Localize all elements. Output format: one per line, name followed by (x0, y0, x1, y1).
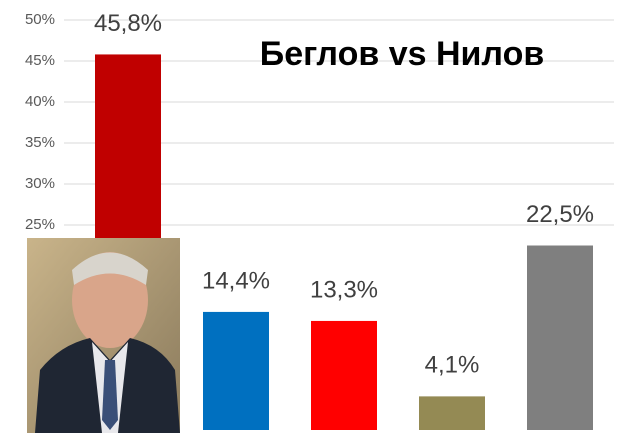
y-tick-label: 50% (25, 11, 55, 28)
value-label: 45,8% (94, 10, 162, 37)
value-label: 4,1% (425, 352, 480, 379)
y-tick-label: 30% (25, 175, 55, 192)
chart-title: Беглов vs Нилов (260, 35, 544, 73)
chart: 25% 30% 35% 40% 45% 50% 45,8% 14,4% 13,3% 4,1% 22,… (0, 0, 619, 433)
y-tick-label: 40% (25, 93, 55, 110)
y-tick-label: 25% (25, 216, 55, 233)
y-tick-label: 45% (25, 52, 55, 69)
y-tick-label: 35% (25, 134, 55, 151)
bar (311, 321, 377, 430)
value-label: 14,4% (202, 267, 270, 294)
photo (27, 238, 180, 433)
bar (527, 246, 593, 431)
bar (419, 396, 485, 430)
bar (203, 312, 269, 430)
value-label: 13,3% (310, 276, 378, 303)
value-label: 22,5% (526, 201, 594, 228)
